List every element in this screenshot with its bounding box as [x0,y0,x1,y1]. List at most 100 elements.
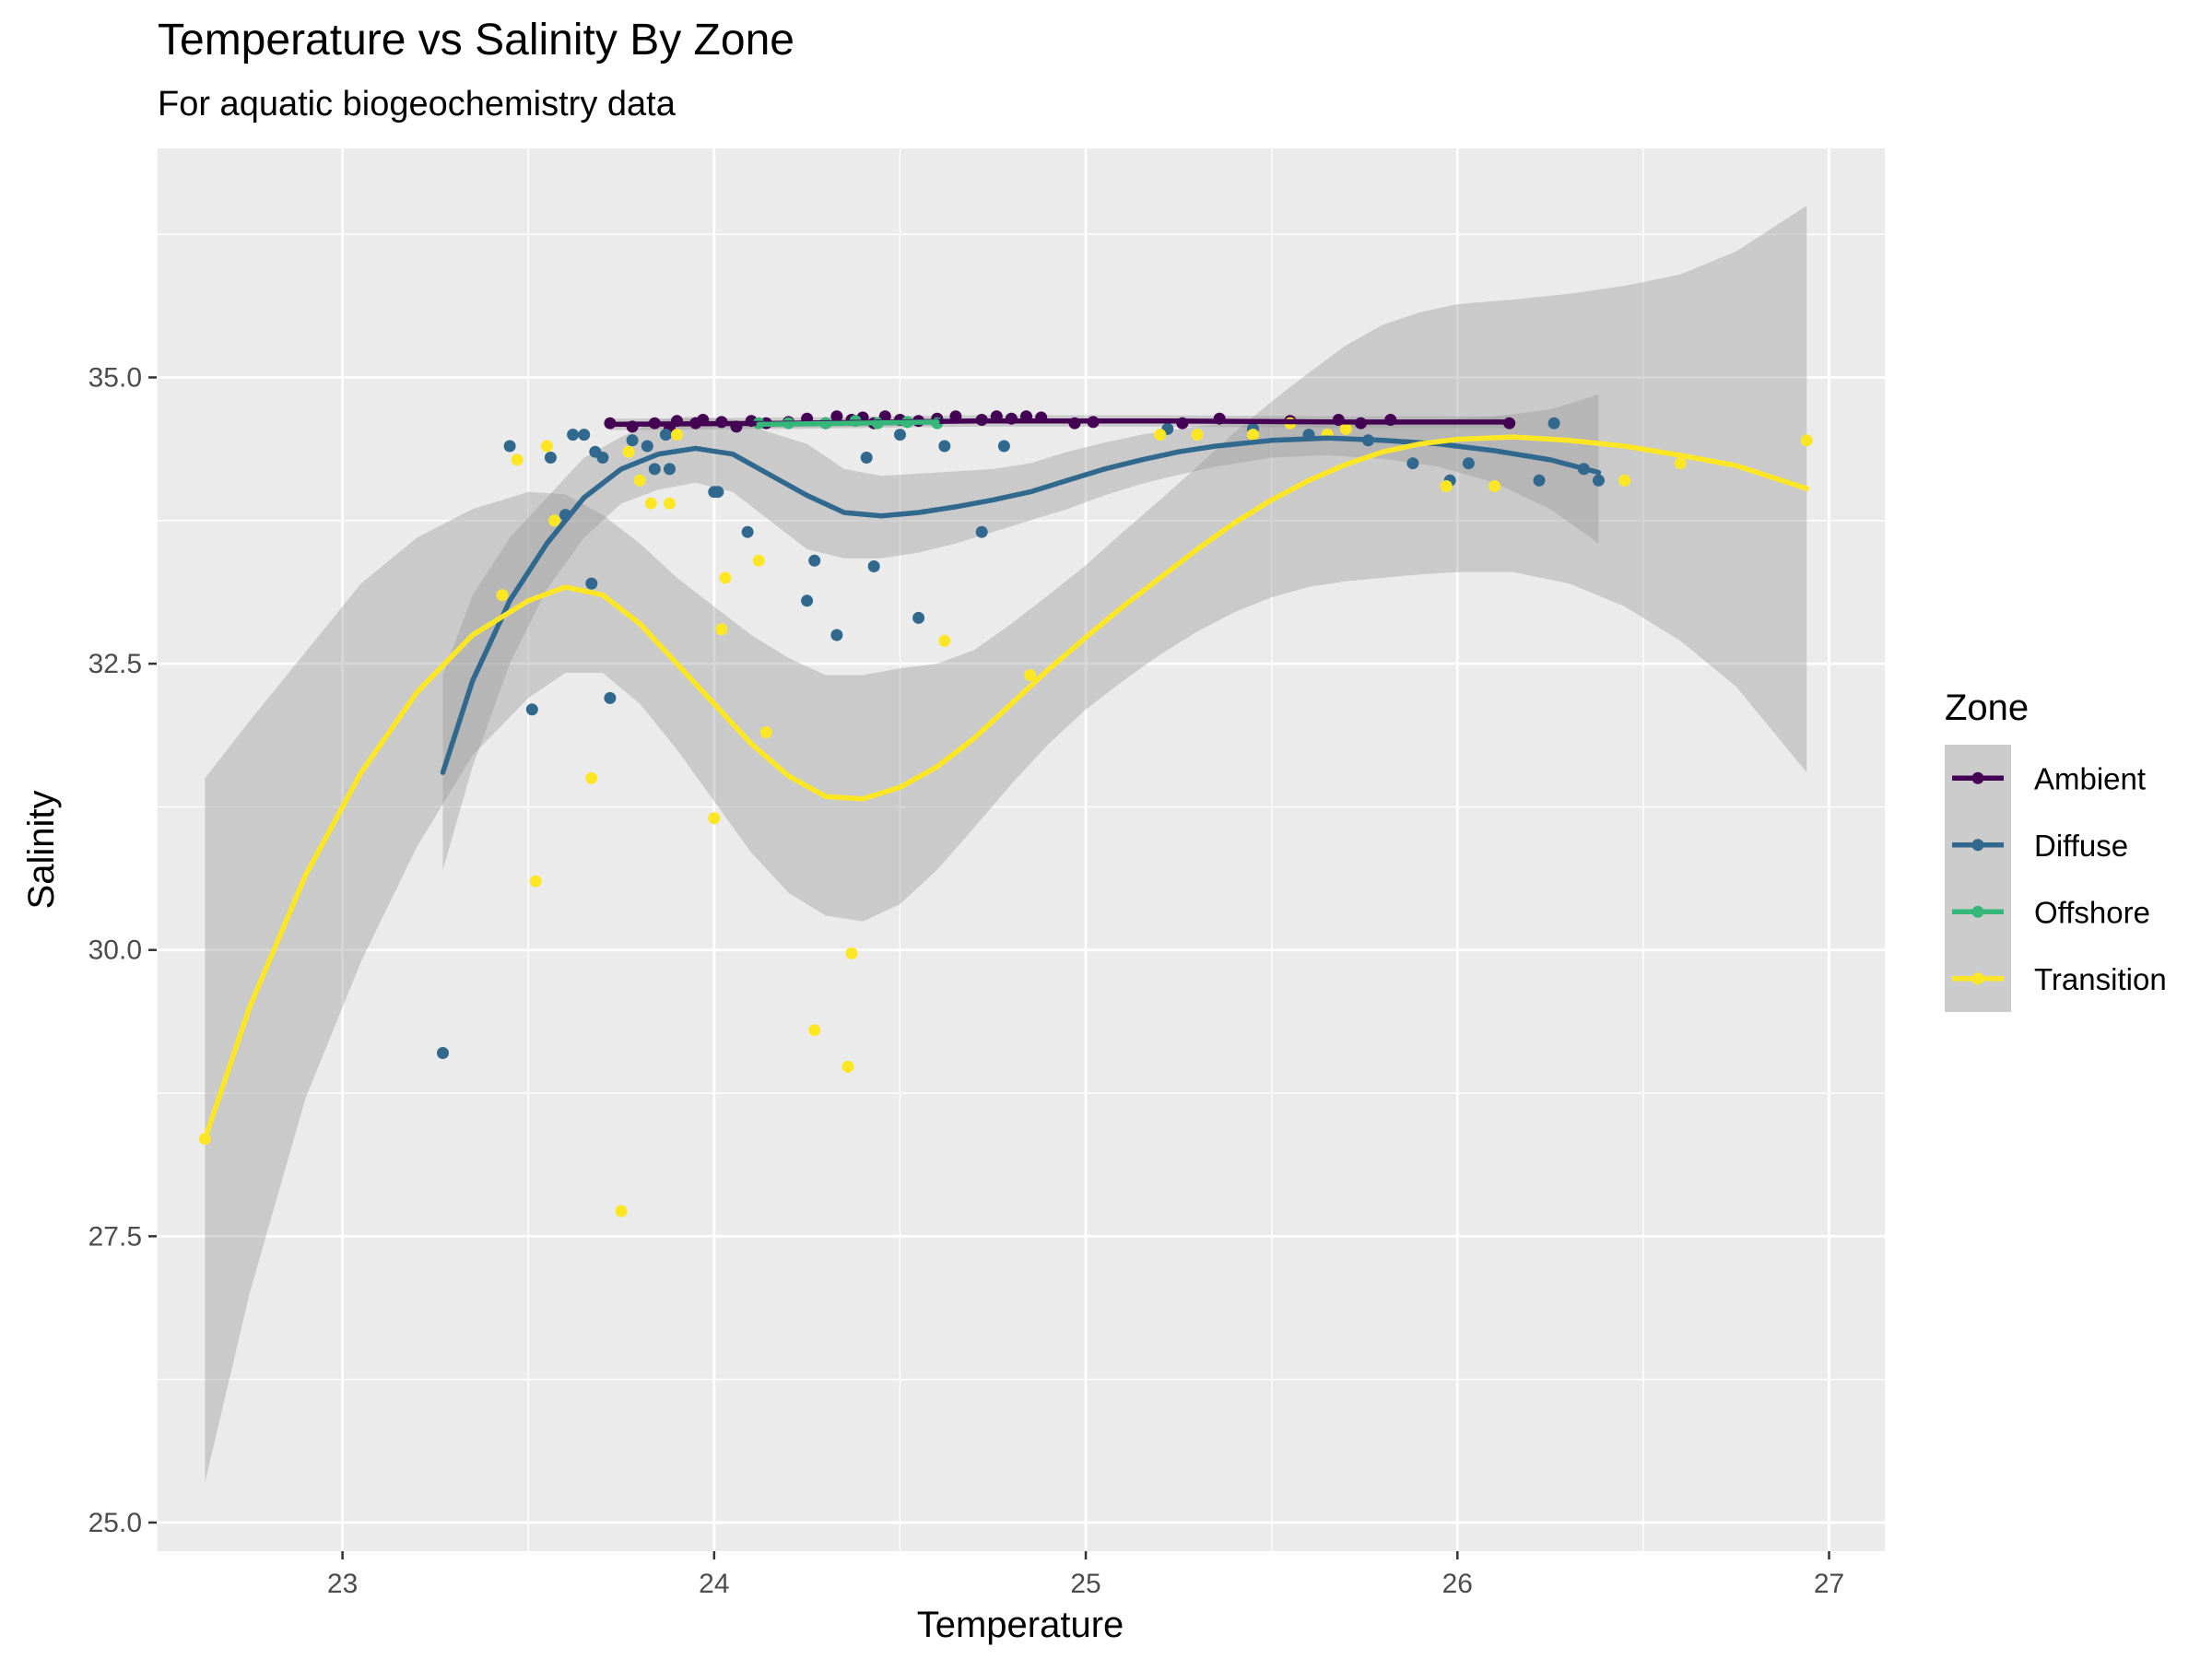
data-point-diffuse [544,452,557,464]
data-point-diffuse [604,691,617,704]
legend-label: Offshore [2034,895,2150,929]
legend-title: Zone [1945,688,2029,728]
data-point-transition [1247,429,1259,441]
data-point-transition [633,474,646,487]
data-point-transition [622,445,635,458]
data-point-diffuse [860,452,873,464]
y-tick-label: 25.0 [88,1508,142,1538]
data-point-transition [752,554,765,567]
data-point-transition [615,1205,628,1218]
data-point-diffuse [830,629,843,641]
data-point-transition [1488,480,1501,492]
data-point-diffuse [664,463,676,476]
data-point-transition [644,497,657,510]
data-point-diffuse [1462,457,1475,470]
data-point-diffuse [741,525,754,538]
legend-label: Diffuse [2034,829,2128,863]
data-point-transition [715,623,728,636]
grid-lines [156,148,1885,1551]
data-point-transition [719,571,732,584]
data-point-transition [540,440,553,453]
data-point-transition [511,453,524,466]
data-point-transition [1674,457,1687,470]
x-axis-ticks: 23 24 25 26 27 [327,1551,1844,1599]
data-point-transition [845,947,858,959]
data-point-transition [671,429,683,441]
data-point-diffuse [525,703,538,716]
data-point-transition [1154,429,1167,441]
data-point-transition [585,771,598,784]
data-point-diffuse [1406,457,1419,470]
legend-item-diffuse: Diffuse [1952,829,2128,863]
data-point-transition [1800,434,1813,447]
data-point-diffuse [912,611,925,624]
data-point-transition [708,812,721,825]
legend: Zone Ambient Diffuse Offshore Transition [1945,688,2167,1012]
trend-line-offshore [756,419,940,428]
legend-key-point [1971,972,1984,985]
data-point-diffuse [596,452,609,464]
data-point-diffuse [437,1047,449,1059]
data-point-diffuse [712,486,724,499]
legend-item-transition: Transition [1952,962,2167,996]
data-point-diffuse [1593,474,1605,487]
chart-subtitle: For aquatic biogeochemistry data [158,85,676,124]
y-tick-label: 30.0 [88,935,142,966]
data-point-diffuse [503,440,516,453]
legend-item-ambient: Ambient [1952,761,2146,795]
data-point-diffuse [808,554,821,567]
x-tick-label: 25 [1070,1569,1100,1599]
legend-label: Ambient [2034,761,2146,795]
x-tick-label: 27 [1814,1569,1844,1599]
x-tick-label: 23 [327,1569,358,1599]
legend-label: Transition [2034,962,2167,996]
data-point-diffuse [659,429,672,441]
plot-background [157,148,1885,1551]
legend-key-point [1971,839,1984,852]
confidence-band-transition [205,206,1807,1483]
data-point-diffuse [1547,417,1560,429]
data-point-ambient [830,410,843,423]
x-axis-title: Temperature [917,1605,1124,1645]
legend-item-offshore: Offshore [1952,895,2150,929]
data-point-transition [1339,422,1352,435]
data-point-diffuse [648,463,661,476]
trend-line-diffuse [440,435,1602,775]
data-point-diffuse [641,440,653,453]
data-point-diffuse [578,429,591,441]
data-point-diffuse [997,440,1010,453]
confidence-band-diffuse [442,394,1599,870]
x-tick-label: 26 [1442,1569,1473,1599]
data-point-diffuse [585,577,598,590]
legend-key-point [1971,771,1984,784]
data-point-diffuse [801,594,814,607]
data-point-transition [759,726,772,739]
data-point-diffuse [894,429,906,441]
data-point-diffuse [975,525,988,538]
data-point-diffuse [567,429,580,441]
data-point-diffuse [1533,474,1546,487]
data-point-transition [548,514,560,527]
y-axis-ticks: 25.0 27.5 30.0 32.5 35.0 [88,362,157,1538]
data-point-transition [664,497,676,510]
data-point-transition [529,875,542,888]
data-point-transition [841,1060,854,1073]
data-point-transition [808,1024,821,1037]
data-point-transition [1191,429,1204,441]
data-point-transition [1440,480,1453,492]
y-axis-title: Salinity [21,791,62,910]
data-point-diffuse [938,440,951,453]
y-tick-label: 27.5 [88,1221,142,1252]
data-point-transition [496,589,509,602]
data-point-transition [1618,474,1631,487]
x-tick-label: 24 [699,1569,729,1599]
legend-key-point [1971,905,1984,918]
y-tick-label: 35.0 [88,362,142,393]
data-point-diffuse [867,560,880,572]
chart-title: Temperature vs Salinity By Zone [158,16,794,65]
data-point-diffuse [626,434,639,447]
data-point-transition [1024,669,1037,681]
trend-line-transition [202,434,1810,1142]
y-tick-label: 32.5 [88,649,142,679]
